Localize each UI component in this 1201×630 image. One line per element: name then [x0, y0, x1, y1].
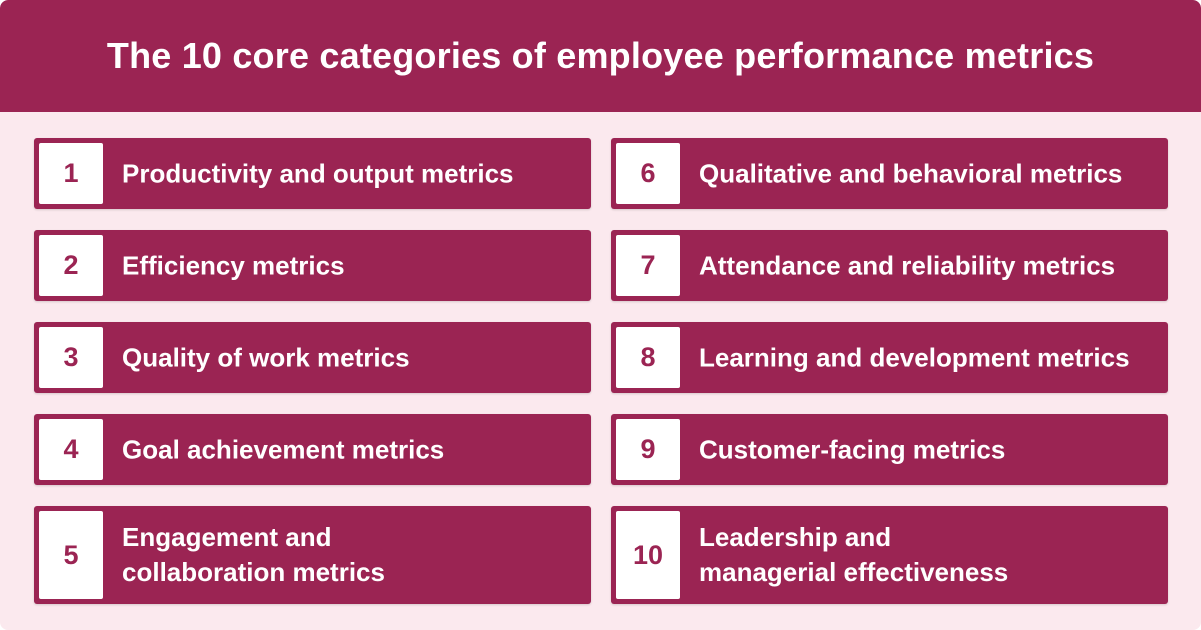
category-label-3: Quality of work metrics	[122, 342, 410, 372]
category-number-9: 9	[616, 419, 680, 480]
category-number-8: 8	[616, 327, 680, 388]
category-card-2: 2 Efficiency metrics	[34, 230, 591, 301]
category-card-6: 6 Qualitative and behavioral metrics	[611, 138, 1168, 209]
category-number-5: 5	[39, 511, 103, 599]
category-label-9: Customer-facing metrics	[699, 434, 1006, 464]
category-card-9: 9 Customer-facing metrics	[611, 414, 1168, 485]
page-title: The 10 core categories of employee perfo…	[106, 35, 1095, 76]
category-number-6: 6	[616, 143, 680, 204]
category-label-8: Learning and development metrics	[699, 342, 1130, 372]
category-number-7: 7	[616, 235, 680, 296]
category-number-2: 2	[39, 235, 103, 296]
category-number-1: 1	[39, 143, 103, 204]
category-column-left: 1 Productivity and output metrics 2 Effi…	[34, 138, 591, 604]
category-card-10: 10 Leadership and managerial effectivene…	[611, 506, 1168, 604]
category-column-right: 6 Qualitative and behavioral metrics 7 A…	[611, 138, 1168, 604]
category-card-4: 4 Goal achievement metrics	[34, 414, 591, 485]
category-number-10: 10	[616, 511, 680, 599]
category-card-5: 5 Engagement and collaboration metrics	[34, 506, 591, 604]
category-label-2: Efficiency metrics	[122, 250, 345, 280]
category-card-8: 8 Learning and development metrics	[611, 322, 1168, 393]
category-label-1: Productivity and output metrics	[122, 158, 514, 188]
category-number-3: 3	[39, 327, 103, 388]
category-label-6: Qualitative and behavioral metrics	[699, 158, 1123, 188]
category-label-5: Engagement and collaboration metrics	[122, 522, 385, 587]
category-label-7: Attendance and reliability metrics	[699, 250, 1116, 280]
category-card-1: 1 Productivity and output metrics	[34, 138, 591, 209]
category-label-4: Goal achievement metrics	[122, 434, 445, 464]
category-label-10: Leadership and managerial effectiveness	[699, 522, 1009, 587]
title-banner: The 10 core categories of employee perfo…	[0, 0, 1201, 112]
category-card-7: 7 Attendance and reliability metrics	[611, 230, 1168, 301]
category-number-4: 4	[39, 419, 103, 480]
category-card-3: 3 Quality of work metrics	[34, 322, 591, 393]
